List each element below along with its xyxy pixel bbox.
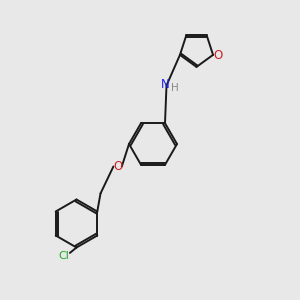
Text: N: N	[161, 78, 170, 91]
Text: O: O	[113, 160, 122, 173]
Text: O: O	[213, 49, 223, 62]
Text: Cl: Cl	[58, 251, 69, 261]
Text: H: H	[171, 83, 179, 93]
